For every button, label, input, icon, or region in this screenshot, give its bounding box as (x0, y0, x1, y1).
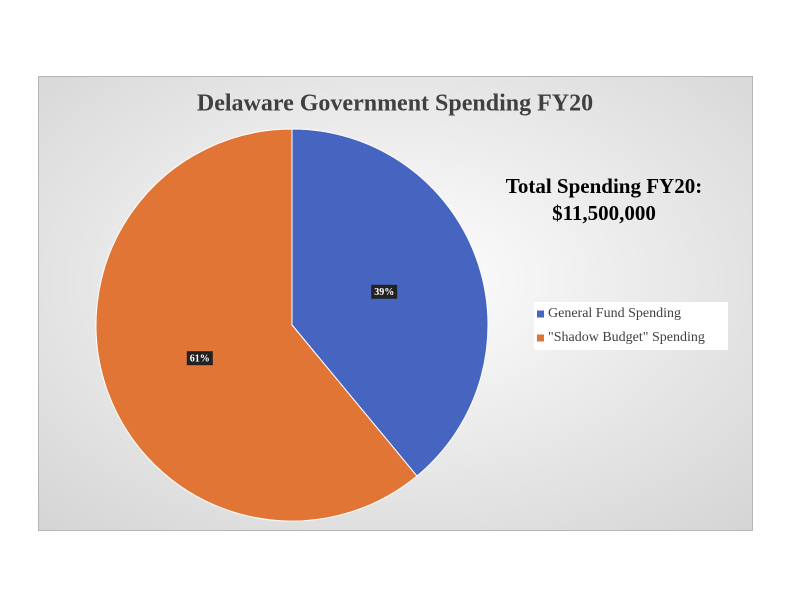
data-label: 61% (190, 353, 210, 364)
pie-slice (95, 128, 418, 522)
pie-slice (291, 128, 489, 477)
annotation: Total Spending FY20: (506, 174, 702, 198)
annotation: $11,500,000 (552, 201, 656, 225)
legend-label: General Fund Spending (548, 306, 681, 321)
legend-swatch (537, 310, 544, 318)
data-label-box (371, 284, 398, 299)
data-label: 39% (374, 287, 394, 298)
data-label-box (186, 351, 213, 366)
legend-box (534, 302, 728, 350)
legend-swatch (537, 334, 544, 342)
chart-title: Delaware Government Spending FY20 (197, 91, 593, 117)
legend-label: "Shadow Budget" Spending (548, 330, 705, 345)
